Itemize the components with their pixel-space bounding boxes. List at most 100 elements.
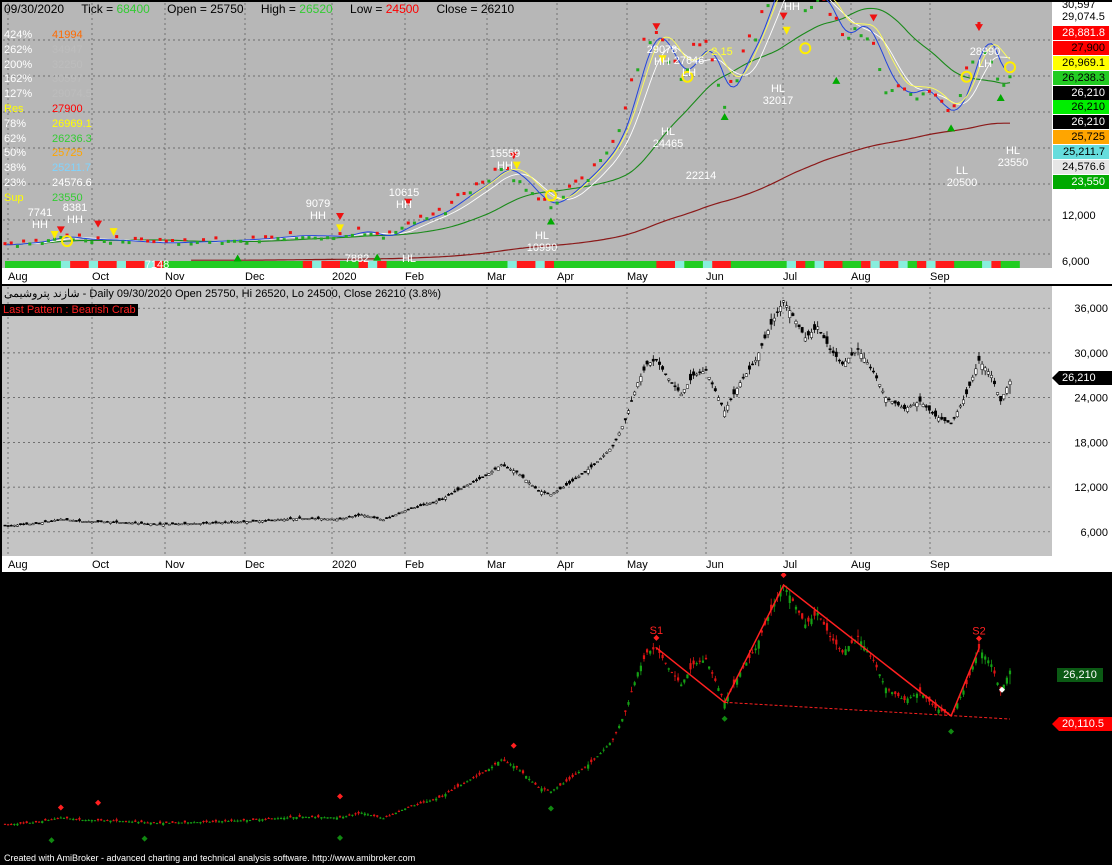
trend-ribbon-segment bbox=[395, 261, 406, 268]
candle-body bbox=[887, 689, 891, 691]
candle-body bbox=[313, 518, 317, 520]
fib-level-value: 25211.7 bbox=[52, 162, 91, 175]
candle-body bbox=[816, 612, 819, 616]
candle-body bbox=[320, 817, 323, 819]
candle-body bbox=[456, 784, 459, 787]
fib-level-value: 26236.3 bbox=[52, 132, 92, 145]
sar-dot bbox=[499, 167, 503, 171]
buy-arrow bbox=[996, 94, 1005, 101]
trend-ribbon-segment bbox=[386, 261, 397, 268]
candle-body bbox=[1002, 684, 1005, 690]
candle-body bbox=[844, 649, 847, 656]
candle-body bbox=[385, 517, 388, 519]
pivot-diamond bbox=[95, 799, 102, 806]
candle-body bbox=[518, 474, 522, 477]
candle-body bbox=[639, 376, 643, 382]
candle-body bbox=[841, 361, 844, 365]
candle-body bbox=[236, 820, 239, 822]
sar-dot bbox=[152, 240, 156, 244]
sar-dot bbox=[574, 179, 578, 183]
candle-body bbox=[90, 521, 94, 523]
trend-ribbon-segment bbox=[293, 261, 304, 268]
candle-body bbox=[534, 782, 537, 785]
sar-dot bbox=[264, 235, 268, 239]
candle-body bbox=[31, 822, 35, 824]
candle-body bbox=[720, 402, 723, 405]
candle-body bbox=[546, 492, 550, 495]
candle-body bbox=[608, 448, 612, 452]
candle-body bbox=[124, 821, 128, 823]
candle-body bbox=[273, 818, 276, 820]
fib-level-value: 30597 bbox=[52, 73, 83, 86]
sar-dot bbox=[388, 230, 392, 234]
candle-body bbox=[41, 821, 44, 823]
pivot-diamond bbox=[653, 634, 660, 641]
sar-dot bbox=[685, 68, 689, 72]
sar-dot bbox=[667, 60, 671, 64]
candle-body bbox=[372, 516, 376, 518]
candle-body bbox=[980, 652, 984, 659]
candle-body bbox=[366, 814, 370, 816]
candle-body bbox=[186, 523, 190, 526]
candle-body bbox=[90, 820, 93, 822]
candle-body bbox=[831, 350, 835, 354]
candle-body bbox=[915, 693, 919, 698]
candle-body bbox=[556, 787, 559, 789]
trend-ribbon-segment bbox=[451, 261, 462, 268]
candle-body bbox=[621, 718, 624, 722]
candle-body bbox=[881, 681, 884, 683]
candle-body bbox=[183, 521, 187, 525]
candlestick-panel[interactable]: Aug Oct Nov Dec 2020 Feb Mar Apr May Jun Jul Aug Sep… bbox=[0, 285, 1112, 573]
candle-body bbox=[583, 471, 587, 473]
harmonic-pattern-panel[interactable]: S1 S2 bbox=[0, 573, 1112, 851]
candle-body bbox=[769, 319, 773, 325]
candle-body bbox=[242, 520, 246, 523]
sar-dot bbox=[834, 16, 838, 20]
candle-body bbox=[484, 474, 488, 477]
candle-body bbox=[347, 516, 351, 518]
candle-body bbox=[707, 377, 711, 380]
sar-dot bbox=[896, 84, 900, 88]
candle-body bbox=[642, 655, 646, 660]
trend-ribbon-segment bbox=[814, 261, 825, 268]
trend-ribbon-segment bbox=[88, 261, 99, 268]
candle-body bbox=[561, 486, 565, 489]
sar-dot bbox=[599, 159, 603, 163]
candle-body bbox=[400, 511, 404, 514]
candle-body bbox=[288, 517, 292, 520]
annotation-label: HH bbox=[32, 219, 48, 231]
candle-body bbox=[394, 514, 398, 517]
candle-body bbox=[853, 351, 857, 354]
sar-dot bbox=[642, 37, 646, 41]
candle-body bbox=[704, 368, 708, 371]
sar-dot bbox=[1008, 75, 1012, 79]
candle-body bbox=[506, 466, 509, 469]
candle-body bbox=[530, 485, 534, 487]
candle-body bbox=[974, 368, 978, 375]
sar-dot bbox=[989, 60, 993, 64]
candle-body bbox=[162, 823, 165, 825]
header-tick: Tick = 68400 bbox=[81, 2, 150, 16]
candle-body bbox=[7, 824, 10, 826]
candle-body bbox=[81, 819, 84, 821]
candle-body bbox=[772, 317, 776, 322]
sell-arrow bbox=[779, 12, 788, 20]
candle-body bbox=[59, 518, 63, 521]
candle-body bbox=[574, 477, 578, 480]
candle-body bbox=[685, 384, 689, 389]
header-close: Close = 26210 bbox=[436, 2, 514, 16]
candle-body bbox=[810, 618, 813, 625]
buy-arrow bbox=[947, 124, 956, 132]
fib-level-name: 262% bbox=[4, 43, 33, 56]
annotation-value: 9079 bbox=[306, 198, 330, 210]
sar-dot bbox=[381, 236, 385, 240]
candle-body bbox=[431, 799, 435, 801]
candle-body bbox=[847, 357, 851, 364]
candle-body bbox=[633, 391, 637, 396]
fib-level-name: 78% bbox=[4, 117, 27, 130]
candle-body bbox=[183, 820, 187, 823]
candle-body bbox=[847, 646, 850, 652]
y-axis-area bbox=[1052, 286, 1112, 556]
fib-level-value: 24576.6 bbox=[52, 176, 92, 189]
